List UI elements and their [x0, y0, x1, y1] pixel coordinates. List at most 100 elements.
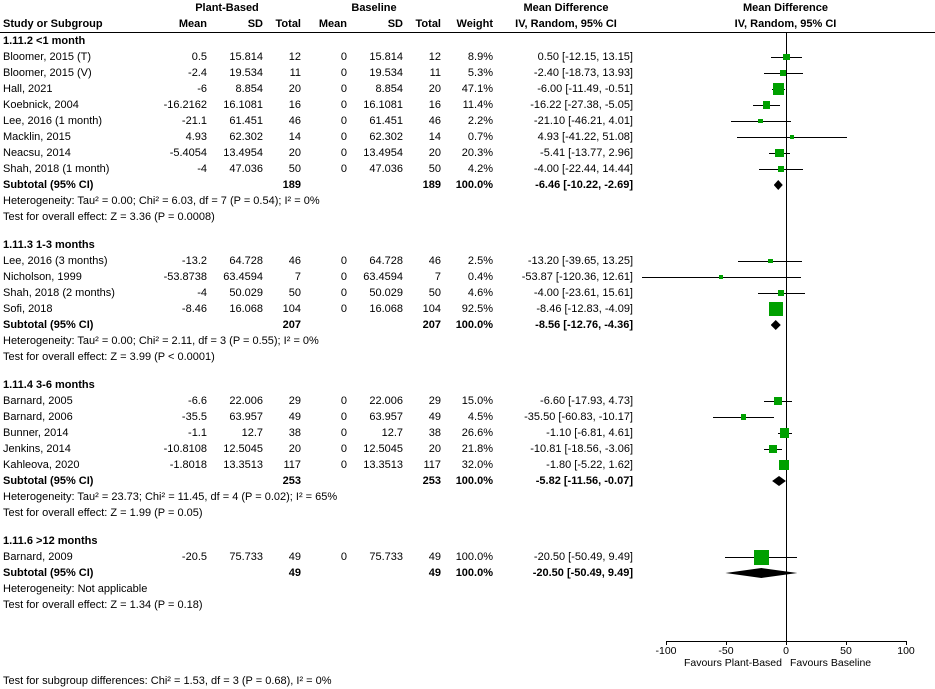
sd-baseline: 61.451: [369, 115, 403, 127]
study-row: Barnard, 2005 -6.6 22.006 29 0 22.006 29 15.0% -…: [0, 393, 935, 409]
mean-baseline: 0: [340, 51, 347, 63]
mean-baseline: [304, 473, 350, 489]
sd-plant: 12.7: [241, 427, 263, 439]
mean-plant: -21.1: [181, 115, 207, 127]
ci-text: -2.40 [-18.73, 13.93]: [533, 67, 633, 79]
study-row: Lee, 2016 (3 months) -13.2 64.728 46 0 64.728…: [0, 253, 935, 269]
plot-cell: [636, 441, 935, 457]
total-plant: 253: [282, 475, 301, 487]
plot-cell: [636, 285, 935, 301]
spacer-row: [0, 365, 935, 377]
mean-plant: -1.1: [188, 427, 207, 439]
study-row: Kahleova, 2020 -1.8018 13.3513 117 0 13.3513 1…: [0, 457, 935, 473]
sd-baseline: 22.006: [369, 395, 403, 407]
total-plant: 14: [288, 131, 301, 143]
total-baseline: 29: [428, 395, 441, 407]
header-total-plant: Total: [275, 18, 301, 30]
axis-tick-label: -50: [718, 645, 734, 657]
total-baseline: 50: [428, 163, 441, 175]
empty-cell: [444, 0, 496, 16]
mean-plant: -6: [197, 83, 207, 95]
subtotal-diamond: [772, 476, 786, 486]
effect-square: [775, 148, 784, 158]
ci-text: 0.50 [-12.15, 13.15]: [537, 51, 633, 63]
sd-baseline: [350, 565, 406, 581]
sd-baseline: 50.029: [369, 287, 403, 299]
total-baseline: 189: [422, 179, 441, 191]
spacer-cell: [0, 613, 636, 625]
weight: 4.6%: [467, 287, 493, 299]
overall-effect-note: Test for overall effect: Z = 3.99 (P < 0…: [3, 351, 215, 363]
ci-text: -4.00 [-22.44, 14.44]: [533, 163, 633, 175]
total-plant: 20: [288, 443, 301, 455]
table-header: Plant-Based Baseline Mean Difference Mea…: [0, 0, 935, 33]
heterogeneity-note: Heterogeneity: Not applicable: [3, 583, 148, 595]
subgroup-title: 1.11.6 >12 months: [3, 535, 98, 547]
total-plant: 20: [288, 83, 301, 95]
effect-square: [778, 460, 789, 470]
total-baseline: 20: [428, 83, 441, 95]
effect-square: [774, 397, 782, 405]
plot-cell: [636, 613, 935, 625]
ci-text: -1.10 [-6.81, 4.61]: [546, 427, 633, 439]
weight: 2.5%: [467, 255, 493, 267]
header-ci-plot: IV, Random, 95% CI: [734, 18, 837, 30]
spacer-cell: [0, 521, 636, 533]
total-plant: 29: [288, 395, 301, 407]
axis-row: -100 -50 0 50 100 Favours Plant-Based Favours …: [0, 641, 935, 671]
subtotal-label: Subtotal (95% CI): [3, 567, 94, 579]
study-name: Nicholson, 1999: [3, 271, 82, 283]
heterogeneity-note: Heterogeneity: Tau² = 23.73; Chi² = 11.4…: [3, 491, 338, 503]
sd-baseline: 13.4954: [363, 147, 403, 159]
axis-tick-label: 100: [897, 645, 915, 657]
plot-cell: [636, 549, 935, 565]
plot-cell: [636, 237, 935, 253]
weight: 100.0%: [455, 567, 493, 579]
sd-plant: 16.068: [229, 303, 263, 315]
total-plant: 117: [283, 459, 301, 471]
subgroup-title: 1.11.2 <1 month: [3, 35, 86, 47]
total-baseline: 253: [422, 475, 441, 487]
sd-plant: 61.451: [229, 115, 263, 127]
mean-plant: -4: [197, 163, 207, 175]
plot-cell: [636, 33, 935, 49]
sd-plant: 63.4594: [223, 271, 263, 283]
weight: 4.5%: [467, 411, 493, 423]
study-name: Bunner, 2014: [3, 427, 69, 439]
sd-plant: [210, 565, 266, 581]
study-row: Shah, 2018 (2 months) -4 50.029 50 0 50.029 50…: [0, 285, 935, 301]
total-plant: 50: [288, 163, 301, 175]
subgroup-title-row: 1.11.3 1-3 months: [0, 237, 935, 253]
mean-baseline: 0: [340, 115, 347, 127]
mean-plant: -13.2: [181, 255, 207, 267]
total-baseline: 46: [428, 255, 441, 267]
mean-plant: -4: [197, 287, 207, 299]
mean-plant: -35.5: [181, 411, 207, 423]
mean-plant: 0.5: [191, 51, 207, 63]
mean-baseline: 0: [340, 303, 347, 315]
plot-cell: [636, 533, 935, 549]
header-group-row: Plant-Based Baseline Mean Difference Mea…: [0, 0, 935, 16]
subgroup-title: 1.11.4 3-6 months: [3, 379, 95, 391]
ci-text: 4.93 [-41.22, 51.08]: [537, 131, 633, 143]
total-baseline: 104: [422, 303, 441, 315]
total-plant: 12: [288, 51, 301, 63]
total-plant: 20: [288, 147, 301, 159]
study-row: Hall, 2021 -6 8.854 20 0 8.854 20 47.1% -6.00 [-…: [0, 81, 935, 97]
mean-baseline: 0: [340, 551, 347, 563]
header-weight: Weight: [456, 18, 493, 30]
header-columns-row: Study or Subgroup Mean SD Total Mean SD …: [0, 16, 935, 32]
overall-effect-note: Test for overall effect: Z = 3.36 (P = 0…: [3, 211, 215, 223]
overall-effect-note: Test for overall effect: Z = 1.99 (P = 0…: [3, 507, 203, 519]
total-baseline: 49: [428, 551, 441, 563]
plot-cell: [636, 365, 935, 377]
axis-tick: [666, 641, 667, 645]
sd-baseline: 8.854: [375, 83, 403, 95]
header-mean-plant: Mean: [178, 18, 207, 30]
effect-square: [780, 428, 790, 438]
effect-square: [758, 118, 764, 124]
weight: 11.4%: [462, 99, 493, 111]
total-plant: 104: [282, 303, 301, 315]
ci-text: -1.80 [-5.22, 1.62]: [546, 459, 633, 471]
header-mean-baseline: Mean: [318, 18, 347, 30]
